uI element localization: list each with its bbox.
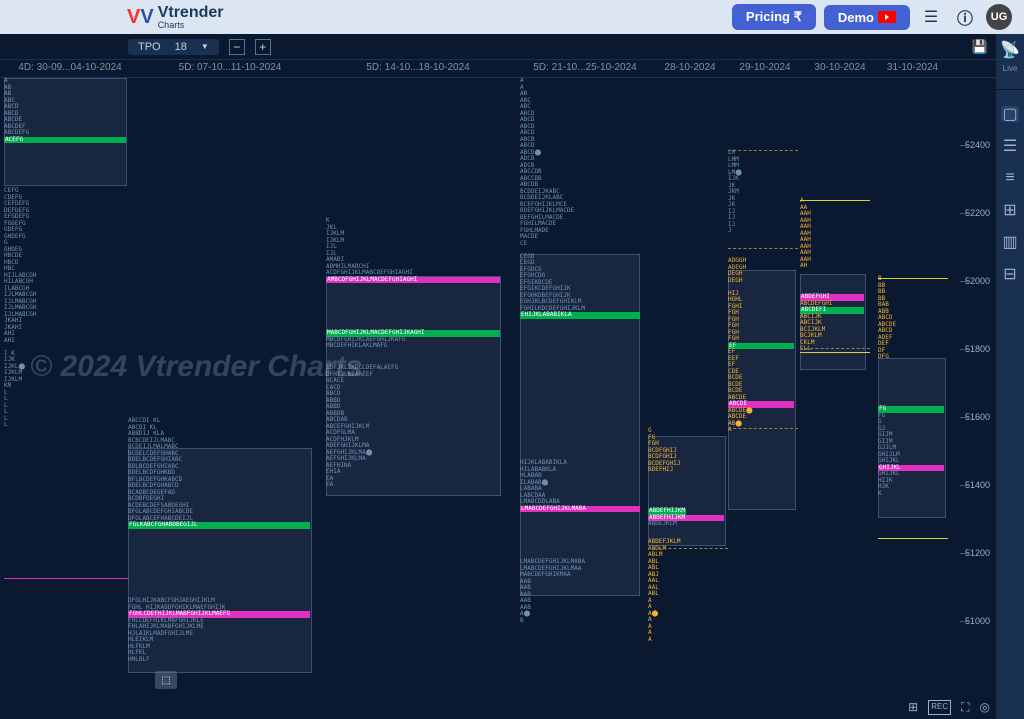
avatar[interactable]: UG <box>986 4 1012 30</box>
expand-icon[interactable]: ⛶ <box>961 700 969 715</box>
chevron-down-icon: ▼ <box>201 42 209 51</box>
header-actions: Pricing ₹ Demo ☰ ⓘ UG <box>732 4 1012 30</box>
fullscreen-icon[interactable]: ▢ <box>1001 106 1019 122</box>
date-label: 5D: 21-10...25-10-2024 <box>520 62 650 73</box>
pricing-button[interactable]: Pricing ₹ <box>732 4 816 30</box>
date-label: 4D: 30-09...04-10-2024 <box>15 62 125 73</box>
tpo-profile: AAABABCABCABCDABCDABCDABCDABCBABCDABCD⬤A… <box>520 78 640 319</box>
tpo-profile: KJKLIJKLMIJKLMIJLIJLAMABIADMHILMABCHIACD… <box>326 218 500 283</box>
tpo-profile: BBBBBBBBABABBABCDABCDEABCDADEFDEFDFDFG <box>878 276 896 361</box>
columns-icon[interactable]: ▥ <box>1001 234 1019 250</box>
bars-icon[interactable]: ≡ <box>1001 170 1019 186</box>
table-icon[interactable]: ⊟ <box>1001 266 1019 282</box>
chart-area: AABABABCABCDABCDABCDEABCDEFABCDEFGACEFG C… <box>0 78 950 698</box>
info-icon[interactable]: ⓘ <box>952 4 978 30</box>
date-label: 5D: 07-10...11-10-2024 <box>150 62 310 73</box>
y-axis: 52400 52200 52000 51800 51600 51400 51200 51000 <box>950 78 996 698</box>
y-tick: 51400 <box>965 480 990 490</box>
tpo-profile: FGFGGGJGIJMGIJMGJJLMGHIJLMGHIJKLGHIJKLGH… <box>878 406 944 497</box>
tpo-profile: GFGFGHBCDFGHIJBCDFGHIJBCDEFGHIJBDEFHIJ <box>648 428 681 474</box>
logo-icon: VV <box>127 6 154 29</box>
target-icon[interactable]: ◎ <box>980 700 990 715</box>
tpo-profile: AABABABCABCDABCDABCDEABCDEFABCDEFGACEFG <box>4 78 126 143</box>
tpo-profile: DFGLHIJKABCFGHJAEGHIJKLMFGHL HIJKABDFGHI… <box>128 598 310 663</box>
bottom-toolbar: ⊞ REC ⛶ ◎ <box>908 700 990 715</box>
save-icon[interactable]: 💾 <box>972 39 988 55</box>
date-axis: 4D: 30-09...04-10-2024 5D: 07-10...11-10-… <box>0 60 1024 78</box>
demo-button[interactable]: Demo <box>824 5 910 30</box>
date-label: 29-10-2024 <box>730 62 800 73</box>
side-panel: 📡 Live ▢ ☰ ≡ ⊞ ▥ ⊟ <box>996 34 1024 719</box>
rec-icon[interactable]: REC <box>928 700 951 715</box>
date-label: 28-10-2024 <box>655 62 725 73</box>
plus-button[interactable]: + <box>255 39 271 55</box>
tpo-profile: MABCDFGHIJKLMACDEFGHIJKAGHIMBCDFGHIJKLAE… <box>326 330 500 350</box>
tpo-profile: ABCCDI KLABCDI KLABBDIJ KLABCBCDEIJLMABC… <box>128 418 310 529</box>
y-tick: 51200 <box>965 548 990 558</box>
camera-icon[interactable]: ⬚ <box>155 671 177 689</box>
tpo-profile: LMABCDEFGHIJKLMABALMABCDEFGHIJKLMAAMABCD… <box>520 559 585 624</box>
live-icon[interactable]: 📡 <box>1001 42 1019 58</box>
tpo-profile: ABDEFJKLMABDLMABLMABLABLABJAALAALABLAAA⬤… <box>648 539 681 643</box>
tpo-profile: ABDEFGHIABCDEFGHIABCDEFIABCIJKABCIJKBCIJ… <box>800 294 864 353</box>
watermark: © 2024 Vtrender Charts <box>30 350 362 384</box>
app-header: VV Vtrender Charts Pricing ₹ Demo ☰ ⓘ UG <box>0 0 1024 34</box>
date-label: 5D: 14-10...18-10-2024 <box>338 62 498 73</box>
y-tick: 51800 <box>965 344 990 354</box>
y-tick: 52400 <box>965 140 990 150</box>
y-tick: 52000 <box>965 276 990 286</box>
grid-icon[interactable]: ⊞ <box>1001 202 1019 218</box>
tpo-profile: ADGGHADEGHDEGHDEGH HIJHGHLFGHIFGHFGHFGHF… <box>728 258 794 434</box>
chart-toolbar: TPO 18 ▼ − + 💾 🔖 <box>0 34 1024 60</box>
tpo-profile: ABDEFHIJKMABDEFHIJKMABDEJKLM <box>648 508 724 528</box>
date-label: 31-10-2024 <box>880 62 945 73</box>
logo: VV Vtrender Charts <box>127 4 223 30</box>
menu-icon[interactable]: ☰ <box>918 4 944 30</box>
y-tick: 52200 <box>965 208 990 218</box>
y-tick: 51000 <box>965 616 990 626</box>
tpo-selector[interactable]: TPO 18 ▼ <box>128 39 219 55</box>
list-icon[interactable]: ☰ <box>1001 138 1019 154</box>
youtube-icon <box>878 11 896 23</box>
date-label: 30-10-2024 <box>805 62 875 73</box>
y-tick: 51600 <box>965 412 990 422</box>
minus-button[interactable]: − <box>229 39 245 55</box>
tpo-profile: LMLMMLMMLM⬤IJKJKJKMJKJKIJIJIJJ <box>728 150 742 235</box>
tpo-profile: CEFGCDEFGCEFDEFGDEFDEFGEFGDEFGFGDEFGGDEF… <box>4 188 37 429</box>
tpo-profile: HIJKLABABIKLAHILABABKLAHLABABILABAB⬤LABA… <box>520 460 640 512</box>
tpo-profile: AAAAAHAAHAAHAAHAAHAAHAAHAAHAH <box>800 198 811 270</box>
grid2-icon[interactable]: ⊞ <box>908 700 918 715</box>
live-label: Live <box>1003 64 1018 73</box>
